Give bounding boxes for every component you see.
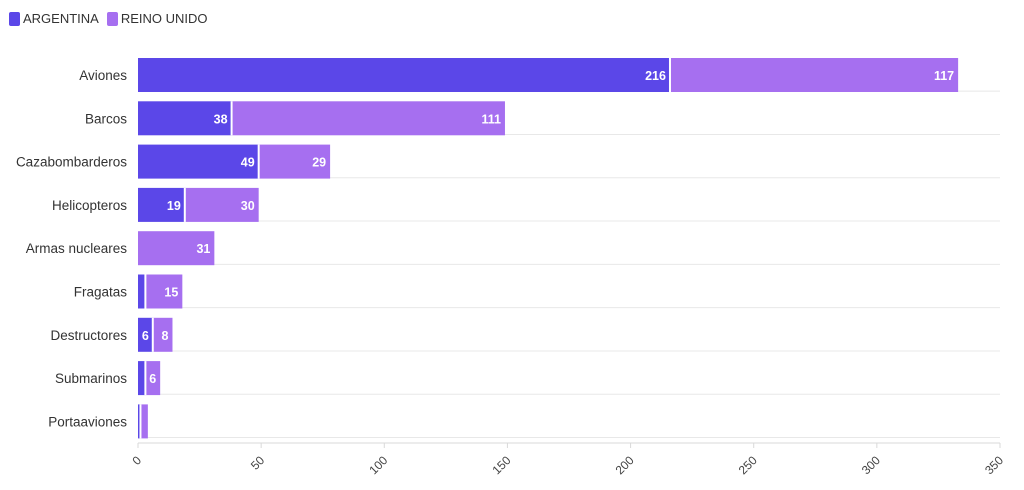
category-label-submarinos: Submarinos — [55, 371, 127, 386]
category-label-barcos: Barcos — [85, 111, 127, 126]
data-label-reino-unido-cazabombarderos: 29 — [312, 156, 326, 170]
bar-reino-unido-destructores — [152, 317, 173, 352]
bar-reino-unido-aviones — [669, 58, 959, 92]
x-tick-label: 200 — [613, 453, 637, 477]
data-label-reino-unido-helicopteros: 30 — [241, 199, 255, 213]
x-tick-label: 0 — [129, 453, 144, 468]
data-label-argentina-barcos: 38 — [214, 112, 228, 126]
category-label-portaaviones: Portaaviones — [48, 414, 127, 429]
data-label-argentina-destructores: 6 — [142, 329, 149, 343]
x-tick-label: 350 — [982, 453, 1006, 477]
legend: ARGENTINA REINO UNIDO — [9, 11, 216, 26]
category-label-destructores: Destructores — [50, 328, 127, 343]
bar-reino-unido-armas-nucleares — [138, 231, 215, 266]
bar-argentina-cazabombarderos — [138, 144, 259, 179]
bar-reino-unido-barcos — [231, 101, 505, 136]
bar-argentina-helicopteros — [138, 187, 185, 222]
legend-label-reino-unido: REINO UNIDO — [120, 11, 208, 26]
x-tick-label: 150 — [489, 453, 513, 477]
category-label-helicopteros: Helicopteros — [52, 198, 127, 213]
x-tick-label: 100 — [366, 453, 390, 477]
category-label-fragatas: Fragatas — [74, 285, 128, 300]
bar-reino-unido-cazabombarderos — [258, 144, 331, 179]
bar-reino-unido-fragatas — [145, 274, 183, 309]
data-label-argentina-helicopteros: 19 — [167, 199, 181, 213]
bar-argentina-fragatas — [138, 274, 146, 309]
bar-reino-unido-portaaviones — [140, 404, 148, 439]
x-tick-label: 50 — [248, 453, 268, 473]
legend-label-argentina: ARGENTINA — [23, 11, 99, 26]
legend-swatch-reino-unido — [106, 11, 118, 26]
legend-item-reino-unido[interactable]: REINO UNIDO — [106, 11, 208, 26]
bar-argentina-submarinos — [138, 361, 146, 396]
category-label-cazabombarderos: Cazabombarderos — [16, 155, 127, 170]
legend-item-argentina[interactable]: ARGENTINA — [9, 11, 99, 26]
data-label-argentina-cazabombarderos: 49 — [241, 156, 255, 170]
data-label-reino-unido-aviones: 117 — [934, 69, 954, 83]
x-tick-label: 300 — [859, 453, 883, 477]
legend-swatch-argentina — [9, 11, 20, 26]
bar-reino-unido-submarinos — [145, 361, 161, 396]
bar-argentina-aviones — [138, 58, 670, 92]
data-label-reino-unido-armas-nucleares: 31 — [196, 242, 210, 256]
bar-argentina-destructores — [138, 317, 153, 352]
data-label-reino-unido-destructores: 8 — [162, 329, 169, 343]
data-label-reino-unido-fragatas: 15 — [164, 286, 178, 300]
category-label-aviones: Aviones — [79, 68, 127, 83]
bar-reino-unido-helicopteros — [184, 187, 259, 222]
data-label-reino-unido-barcos: 111 — [481, 112, 501, 126]
bar-argentina-barcos — [138, 101, 232, 136]
x-tick-label: 250 — [736, 453, 760, 477]
data-label-argentina-aviones: 216 — [645, 69, 666, 83]
bar-argentina-portaaviones — [138, 404, 141, 439]
data-label-reino-unido-submarinos: 6 — [149, 372, 156, 386]
category-label-armas-nucleares: Armas nucleares — [26, 241, 128, 256]
